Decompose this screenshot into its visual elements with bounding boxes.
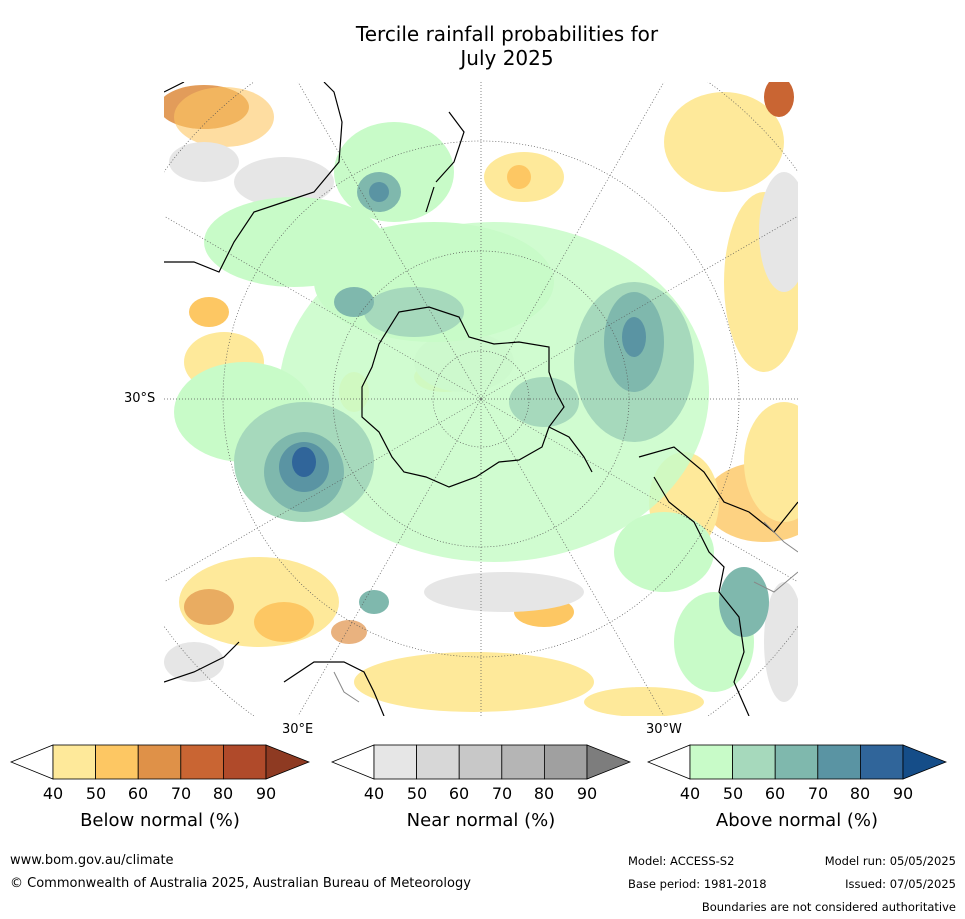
near-normal-colorbar-scale bbox=[330, 744, 632, 780]
australia-coast bbox=[164, 82, 343, 273]
tick: 40 bbox=[363, 784, 385, 803]
tick: 50 bbox=[722, 784, 744, 803]
tick: 90 bbox=[576, 784, 598, 803]
above-normal-colorbar: 40 50 60 70 80 90 Above normal (%) bbox=[646, 744, 948, 831]
colorbar-high-extension bbox=[902, 744, 948, 780]
map-title: Tercile rainfall probabilities for July … bbox=[0, 22, 965, 70]
antarctica-coast bbox=[361, 306, 565, 488]
below-normal-colorbar: 40 50 60 70 80 90 Below normal (%) bbox=[9, 744, 311, 831]
above-normal-colorbar-scale bbox=[646, 744, 948, 780]
colorbar-segment bbox=[416, 744, 460, 780]
tick: 80 bbox=[212, 784, 234, 803]
africa-coast bbox=[164, 641, 385, 716]
above-normal-label: Above normal (%) bbox=[715, 810, 879, 831]
below-normal-label: Below normal (%) bbox=[80, 810, 240, 831]
map-canvas bbox=[164, 82, 798, 716]
colorbar-segment bbox=[732, 744, 776, 780]
colorbar-segment bbox=[52, 744, 96, 780]
tick: 80 bbox=[849, 784, 871, 803]
antarctic-peninsula bbox=[548, 426, 593, 473]
lat-label-30s: 30°S bbox=[124, 391, 156, 406]
colorbar-low-extension bbox=[646, 744, 691, 780]
disclaimer-text: Boundaries are not considered authoritat… bbox=[701, 900, 956, 914]
colorbar-segment bbox=[689, 744, 733, 780]
near-normal-label: Near normal (%) bbox=[406, 810, 556, 831]
coastlines bbox=[164, 82, 798, 716]
tick: 60 bbox=[764, 784, 786, 803]
colorbar-segment bbox=[543, 744, 588, 780]
tick: 40 bbox=[679, 784, 701, 803]
colorbar-segment bbox=[95, 744, 139, 780]
lon-label-30w: 30°W bbox=[646, 722, 682, 737]
model-text: Model: ACCESS-S2 bbox=[628, 854, 735, 868]
above-normal-areas bbox=[174, 122, 769, 692]
below-normal-colorbar-scale bbox=[9, 744, 311, 780]
near-normal-colorbar: 40 50 60 70 80 90 Near normal (%) bbox=[330, 744, 632, 831]
tick: 90 bbox=[255, 784, 277, 803]
tick: 50 bbox=[406, 784, 428, 803]
colorbar-segment bbox=[137, 744, 182, 780]
colorbar-segment bbox=[222, 744, 267, 780]
colorbar-segment bbox=[859, 744, 904, 780]
title-line-1: Tercile rainfall probabilities for bbox=[355, 22, 659, 46]
tick: 70 bbox=[491, 784, 513, 803]
tick: 90 bbox=[892, 784, 914, 803]
tick: 80 bbox=[533, 784, 555, 803]
colorbar-segment bbox=[458, 744, 503, 780]
tick: 40 bbox=[42, 784, 64, 803]
graticule bbox=[164, 82, 798, 716]
title-line-2: July 2025 bbox=[460, 46, 554, 70]
copyright-text: © Commonwealth of Australia 2025, Austra… bbox=[10, 876, 471, 891]
colorbar-high-extension bbox=[265, 744, 311, 780]
colorbar-segment bbox=[817, 744, 861, 780]
lon-label-30e: 30°E bbox=[282, 722, 314, 737]
tick: 50 bbox=[85, 784, 107, 803]
country-borders bbox=[333, 521, 798, 703]
new-zealand bbox=[425, 111, 465, 213]
colorbar-low-extension bbox=[330, 744, 375, 780]
probability-map bbox=[164, 82, 798, 716]
website-text: www.bom.gov.au/climate bbox=[10, 853, 174, 868]
colorbar-segment bbox=[501, 744, 545, 780]
tick: 70 bbox=[170, 784, 192, 803]
tick: 70 bbox=[807, 784, 829, 803]
tick: 60 bbox=[448, 784, 470, 803]
model-run-text: Model run: 05/05/2025 bbox=[824, 854, 956, 868]
colorbar-low-extension bbox=[9, 744, 54, 780]
issued-text: Issued: 07/05/2025 bbox=[845, 877, 956, 891]
tick: 60 bbox=[127, 784, 149, 803]
colorbar-segment bbox=[774, 744, 819, 780]
colorbar-high-extension bbox=[586, 744, 632, 780]
colorbar-segment bbox=[373, 744, 417, 780]
colorbar-segment bbox=[180, 744, 224, 780]
base-period-text: Base period: 1981-2018 bbox=[628, 877, 767, 891]
